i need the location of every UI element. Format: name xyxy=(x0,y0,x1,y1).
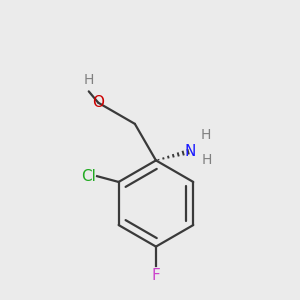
Text: H: H xyxy=(201,128,211,142)
Text: F: F xyxy=(152,268,160,283)
Text: Cl: Cl xyxy=(81,169,96,184)
Text: O: O xyxy=(92,95,104,110)
Text: H: H xyxy=(84,73,94,87)
Text: N: N xyxy=(185,144,196,159)
Text: H: H xyxy=(202,154,212,167)
